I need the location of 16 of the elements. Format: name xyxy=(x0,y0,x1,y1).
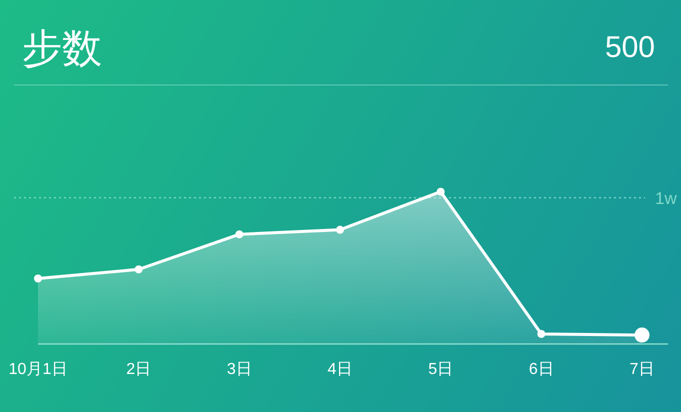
x-tick-label: 5日 xyxy=(428,361,454,378)
point xyxy=(336,226,344,234)
point xyxy=(436,188,445,196)
x-tick-label: 2日 xyxy=(126,361,152,378)
x-tick-label: 7日 xyxy=(630,361,654,378)
point xyxy=(34,274,42,283)
x-tick-label: 6日 xyxy=(528,361,554,378)
ref-line-label: 1w xyxy=(655,188,678,208)
x-tick-label: 10月1日 xyxy=(8,361,68,378)
point xyxy=(134,265,143,274)
chart-title: 步数 xyxy=(22,26,102,71)
x-tick-label: 3日 xyxy=(226,361,252,378)
point xyxy=(537,330,546,338)
text: 500 xyxy=(604,31,655,64)
point xyxy=(235,230,244,238)
x-tick-label: 4日 xyxy=(328,361,352,378)
